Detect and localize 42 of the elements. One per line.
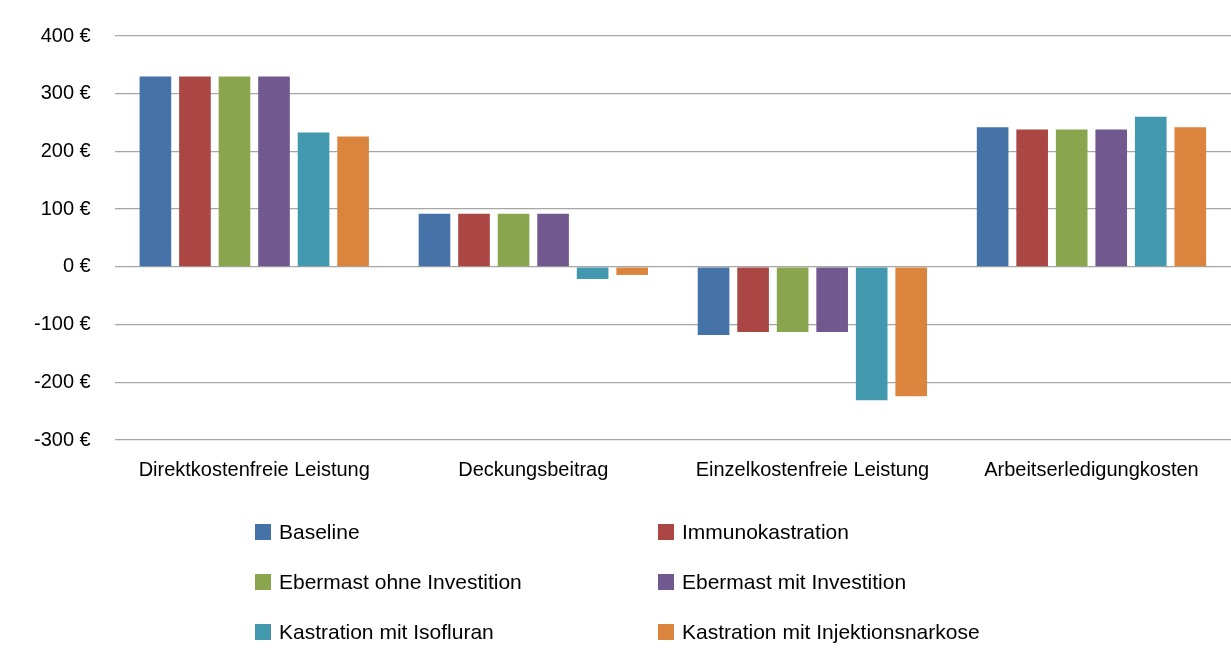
bar [1055,129,1088,267]
legend-label: Ebermast mit Investition [682,570,907,594]
y-tick-label: 0 € [62,254,91,277]
bar [976,127,1009,267]
bar [258,76,290,267]
bar [1134,116,1167,267]
bar [855,267,888,401]
legend-label: Kastration mit Injektionsnarkose [682,620,980,644]
bar [1174,127,1207,267]
legend-label: Baseline [279,520,360,544]
bar [458,213,490,267]
bar [616,267,648,275]
y-tick-label: 400 € [40,23,91,46]
x-tick-label: Einzelkostenfreie Leistung [695,457,930,480]
bar [1095,129,1128,267]
x-tick-label: Direktkostenfreie Leistung [138,457,370,480]
bar [697,267,730,335]
bar [1016,129,1048,267]
legend-label: Immunokastration [682,520,849,544]
bar [737,267,769,333]
bar [537,213,569,267]
y-tick-label: 300 € [40,81,91,104]
bar [816,267,848,333]
y-tick-label: -100 € [33,312,91,335]
y-tick-label: -200 € [33,369,91,392]
x-tick-label: Arbeitserledigungkosten [984,457,1199,480]
bar [497,213,530,267]
y-tick-label: 100 € [40,196,91,219]
x-tick-label: Deckungsbeitrag [458,457,609,480]
bar [179,76,211,267]
bar [776,267,809,333]
bar [218,76,251,267]
y-tick-label: -300 € [33,427,91,450]
bar [576,267,609,279]
bar [895,267,928,397]
legend-label: Ebermast ohne Investition [279,570,522,594]
y-tick-label: 200 € [40,138,91,161]
bar [337,136,369,267]
legend-label: Kastration mit Isofluran [279,620,494,644]
bar [418,213,451,267]
bar [297,132,330,267]
bar [139,76,172,267]
